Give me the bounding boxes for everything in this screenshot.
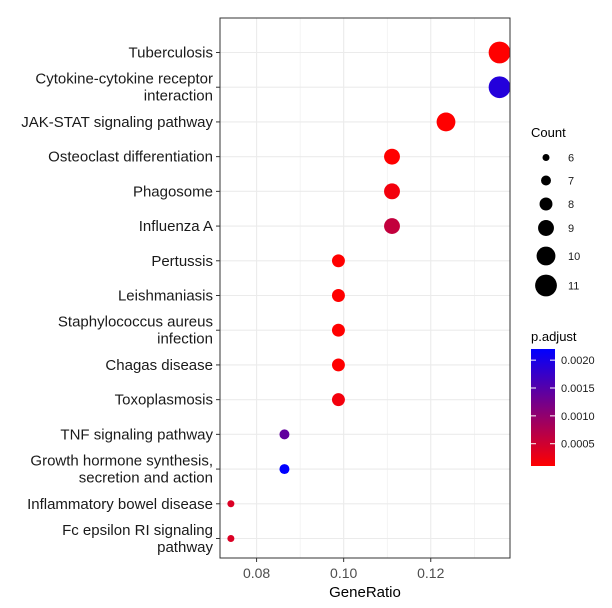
- y-tick-label: JAK-STAT signaling pathway: [21, 114, 213, 131]
- panel-background: [220, 18, 510, 558]
- color-legend: p.adjust 0.0005 0.0010 0.0015 0.0020: [531, 329, 595, 466]
- size-legend: Count 6 7 8 9 10 11: [531, 125, 580, 297]
- y-tick-label: Phagosome: [133, 183, 213, 200]
- y-tick-label: Fc epsilon RI signaling: [62, 522, 213, 539]
- y-tick-label: Influenza A: [139, 218, 213, 235]
- y-tick-label: Cytokine-cytokine receptor: [35, 71, 213, 88]
- y-tick-label: Tuberculosis: [129, 45, 213, 62]
- color-legend-label: 0.0010: [561, 411, 595, 423]
- size-legend-key: [541, 175, 551, 186]
- y-tick-label: Pertussis: [151, 253, 213, 270]
- x-tick-label: 0.12: [417, 565, 444, 581]
- data-point: [436, 112, 456, 132]
- color-legend-label: 0.0005: [561, 439, 595, 451]
- size-legend-key: [535, 274, 557, 297]
- data-points: [227, 41, 511, 542]
- size-legend-label: 11: [568, 281, 579, 293]
- x-axis-title: GeneRatio: [329, 584, 401, 601]
- y-tick-label: Inflammatory bowel disease: [27, 496, 213, 513]
- panel-border: [219, 17, 511, 559]
- size-legend-key: [539, 197, 553, 211]
- size-legend-label: 8: [568, 199, 574, 211]
- data-point: [279, 429, 290, 440]
- data-point: [384, 218, 400, 235]
- data-point: [384, 183, 400, 200]
- data-point: [331, 254, 345, 268]
- y-tick-label: interaction: [144, 88, 213, 105]
- x-tick-label: 0.10: [330, 565, 357, 581]
- size-legend-label: 7: [568, 176, 574, 188]
- size-legend-label: 6: [568, 153, 574, 165]
- size-legend-title: Count: [531, 125, 566, 140]
- data-point: [227, 535, 235, 542]
- y-tick-label: Growth hormone synthesis,: [30, 453, 213, 470]
- color-legend-bar: [531, 349, 555, 466]
- data-point: [227, 500, 235, 508]
- size-legend-key: [536, 246, 556, 266]
- y-tick-label: Chagas disease: [105, 357, 213, 374]
- size-legend-key: [542, 154, 550, 161]
- data-point: [488, 41, 511, 64]
- size-legend-label: 9: [568, 223, 574, 235]
- data-point: [331, 358, 345, 372]
- y-tick-label: secretion and action: [79, 470, 213, 487]
- color-legend-label: 0.0015: [561, 383, 595, 395]
- y-tick-label: Osteoclast differentiation: [48, 149, 213, 166]
- data-point: [279, 464, 290, 475]
- size-legend-key: [538, 220, 554, 236]
- x-tick-label: 0.08: [243, 565, 270, 581]
- data-point: [384, 148, 400, 165]
- size-legend-label: 10: [568, 251, 580, 263]
- y-tick-label: Toxoplasmosis: [115, 392, 213, 409]
- data-point: [488, 76, 511, 99]
- grid-lines: [220, 18, 510, 558]
- y-tick-label: TNF signaling pathway: [60, 426, 213, 443]
- y-tick-label: pathway: [157, 539, 213, 556]
- color-legend-title: p.adjust: [531, 329, 577, 344]
- y-tick-label: infection: [157, 331, 213, 348]
- data-point: [331, 323, 345, 337]
- data-point: [331, 393, 345, 407]
- x-axis: 0.08 0.10 0.12: [243, 558, 445, 581]
- data-point: [331, 289, 345, 302]
- y-tick-label: Leishmaniasis: [118, 288, 213, 305]
- color-legend-label: 0.0020: [561, 355, 595, 367]
- y-tick-label: Staphylococcus aureus: [58, 314, 213, 331]
